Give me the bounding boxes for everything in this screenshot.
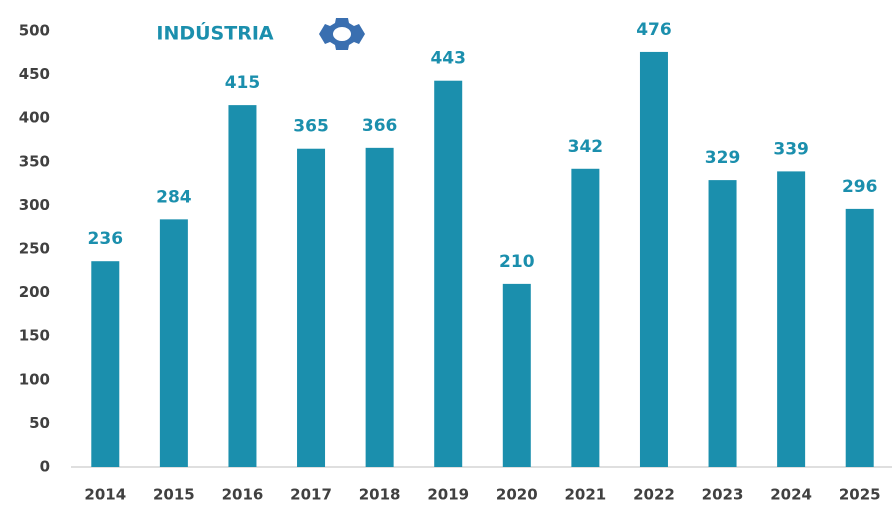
x-tick-label: 2022 — [633, 486, 675, 504]
data-label: 415 — [225, 73, 261, 93]
x-tick-label: 2014 — [84, 486, 126, 504]
x-tick-label: 2015 — [153, 486, 195, 504]
x-tick-label: 2016 — [222, 486, 264, 504]
y-tick-label: 250 — [19, 240, 50, 258]
bar — [228, 105, 257, 468]
y-tick-label: 50 — [29, 414, 50, 432]
y-tick-label: 350 — [19, 152, 50, 170]
gear-icon — [319, 18, 365, 50]
bar — [845, 208, 874, 467]
y-tick-label: 500 — [19, 22, 50, 40]
x-tick-label: 2025 — [839, 486, 881, 504]
y-tick-label: 200 — [19, 283, 50, 301]
x-tick-label: 2017 — [290, 486, 332, 504]
bar — [159, 219, 188, 467]
data-label: 236 — [88, 229, 124, 249]
y-tick-label: 0 — [40, 458, 50, 476]
bar — [708, 180, 737, 467]
data-label: 339 — [773, 139, 809, 159]
data-label: 365 — [293, 117, 329, 137]
x-tick-label: 2018 — [359, 486, 401, 504]
data-label: 443 — [430, 49, 466, 69]
data-label: 476 — [636, 20, 672, 40]
bar — [502, 283, 531, 467]
bar — [91, 261, 120, 467]
bar — [365, 147, 394, 467]
x-tick-label: 2020 — [496, 486, 538, 504]
data-label: 366 — [362, 116, 398, 136]
bar — [571, 168, 600, 467]
bar — [639, 51, 668, 467]
bar — [434, 80, 463, 467]
data-label: 210 — [499, 252, 535, 272]
x-tick-label: 2024 — [770, 486, 812, 504]
x-tick-label: 2019 — [427, 486, 469, 504]
chart-title: INDÚSTRIA — [156, 21, 274, 45]
data-label: 329 — [705, 148, 741, 168]
bar — [777, 171, 806, 467]
y-tick-label: 100 — [19, 370, 50, 388]
y-tick-label: 300 — [19, 196, 50, 214]
data-label: 342 — [568, 137, 604, 157]
x-tick-label: 2021 — [565, 486, 607, 504]
x-tick-label: 2023 — [702, 486, 744, 504]
y-tick-label: 450 — [19, 65, 50, 83]
bar — [297, 148, 326, 467]
data-label: 284 — [156, 187, 192, 207]
y-tick-label: 150 — [19, 327, 50, 345]
y-tick-label: 400 — [19, 109, 50, 127]
data-label: 296 — [842, 177, 878, 197]
